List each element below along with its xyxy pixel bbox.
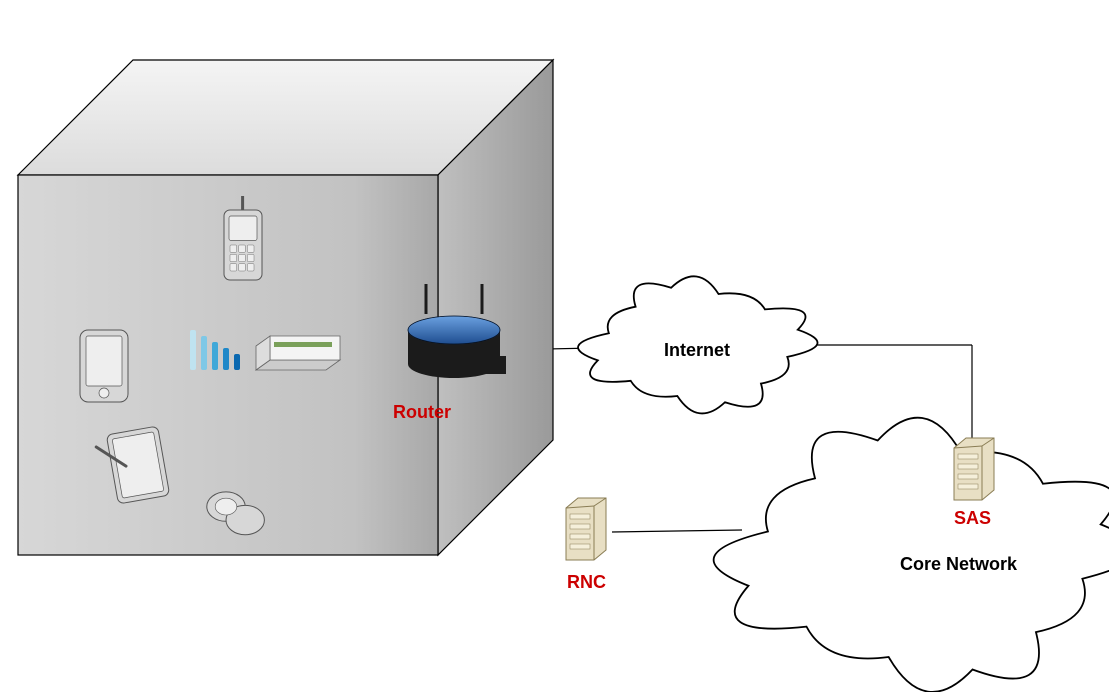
building-isometric [18,60,553,555]
sas-label: SAS [954,508,991,529]
sas-server-icon [954,438,994,500]
rnc-server-icon [566,498,606,560]
diagram-canvas [0,0,1109,692]
internet-label: Internet [664,340,730,361]
router-label: Router [393,402,451,423]
clouds-layer [578,276,1109,692]
pda-icon [80,330,128,402]
core-network-label: Core Network [900,554,1017,575]
modem-icon [256,336,340,370]
rnc-label: RNC [567,572,606,593]
link-rnc-core_cloud [612,530,742,532]
